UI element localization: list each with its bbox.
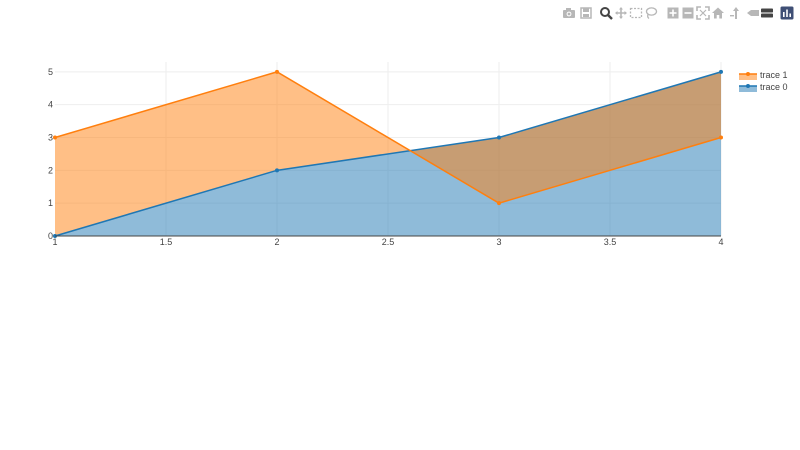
legend-label: trace 1	[760, 70, 788, 80]
trace-1-line	[54, 71, 722, 204]
legend-swatch-area	[739, 86, 757, 92]
trace-1-point	[497, 201, 501, 206]
lasso-select-icon[interactable]	[644, 6, 658, 20]
y-tick-label: 5	[48, 67, 53, 77]
trace-0-line	[54, 71, 722, 237]
legend-swatch-marker	[746, 72, 750, 76]
hover-compare-icon[interactable]	[760, 6, 774, 20]
y-tick-label: 4	[48, 100, 53, 110]
trace-0-point	[275, 168, 279, 173]
x-tick-label: 2	[274, 237, 279, 247]
x-tick-label: 2.5	[382, 237, 395, 247]
plotly-logo-icon[interactable]	[780, 6, 794, 20]
camera-icon[interactable]	[562, 6, 576, 20]
series-lines	[54, 71, 722, 237]
y-tick-label: 3	[48, 133, 53, 143]
x-tick-label: 1.5	[160, 237, 173, 247]
box-select-icon[interactable]	[629, 6, 643, 20]
legend-label: trace 0	[760, 82, 788, 92]
modebar	[562, 6, 794, 22]
spike-lines-icon[interactable]	[729, 6, 743, 20]
trace-1-point	[719, 135, 723, 140]
pan-icon[interactable]	[614, 6, 628, 20]
autoscale-icon[interactable]	[696, 6, 710, 20]
y-tick-label: 2	[48, 165, 53, 175]
x-tick-label: 3	[496, 237, 501, 247]
trace-0-point	[719, 69, 723, 74]
save-icon[interactable]	[579, 6, 593, 20]
legend-swatch-marker	[746, 84, 750, 88]
y-tick-label: 0	[48, 231, 53, 241]
trace-1-point	[275, 69, 279, 74]
trace-0-area	[55, 71, 721, 236]
y-tick-label: 1	[48, 198, 53, 208]
zoom-icon[interactable]	[599, 6, 613, 20]
trace-1-point	[53, 135, 57, 140]
legend: trace 1 trace 0	[739, 70, 788, 92]
hover-closest-icon[interactable]	[746, 6, 760, 20]
legend-swatch-area	[739, 74, 757, 80]
data-points	[53, 69, 723, 238]
x-tick-label: 3.5	[604, 237, 617, 247]
zoom-in-icon[interactable]	[666, 6, 680, 20]
x-tick-label: 4	[718, 237, 723, 247]
x-tick-label: 1	[52, 237, 57, 247]
zoom-out-icon[interactable]	[681, 6, 695, 20]
home-icon[interactable]	[711, 6, 725, 20]
trace-0-point	[497, 135, 501, 140]
